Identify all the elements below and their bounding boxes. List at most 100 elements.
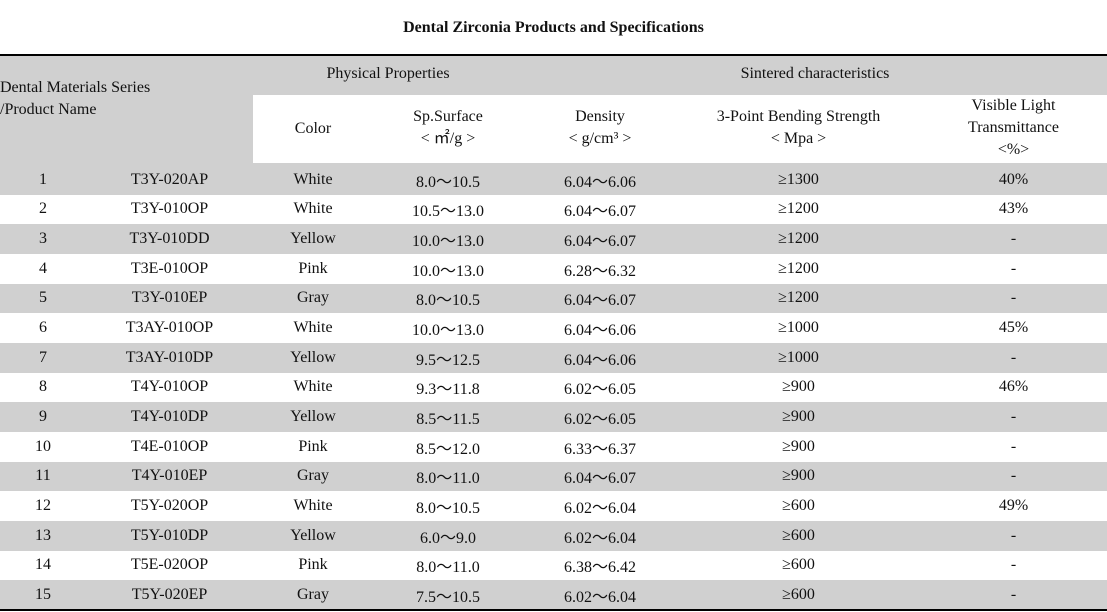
header-vlt: Visible Light Transmittance <%> bbox=[920, 95, 1107, 161]
density-cell: 6.04～6.06 bbox=[523, 342, 677, 373]
row-number-cell: 7 bbox=[0, 342, 86, 373]
product-name-cell: T3AY-010DP bbox=[86, 342, 253, 373]
row-number-cell: 14 bbox=[35, 556, 51, 574]
color-cell: White bbox=[293, 319, 333, 337]
sp-surface-cell: 9.3～11.8 bbox=[416, 381, 480, 399]
transmittance-cell: 46% bbox=[998, 378, 1029, 396]
product-name-cell: T4Y-010OP bbox=[130, 378, 209, 396]
transmittance-cell: - bbox=[920, 520, 1107, 551]
vlt-line1: Visible Light bbox=[971, 97, 1056, 114]
bending-strength-cell: ≥900 bbox=[677, 402, 920, 432]
top-rule bbox=[0, 54, 1107, 56]
density-cell: 6.04～6.07 bbox=[523, 283, 677, 314]
row-number-cell: 3 bbox=[0, 224, 86, 254]
density-cell: 6.38～6.42 bbox=[563, 559, 636, 577]
table-row: 8 T4Y-010OP White 9.3～11.8 6.02～6.05 ≥900 46% bbox=[0, 373, 1107, 403]
transmittance-cell: - bbox=[920, 461, 1107, 492]
bending-strength-cell: ≥600 bbox=[782, 497, 815, 515]
spec-table: 1 T3Y-020AP White 8.0～10.5 6.04～6.06 ≥1300 40%… bbox=[0, 165, 1107, 610]
row-number-cell: 8 bbox=[39, 378, 47, 396]
bending-strength-cell: ≥1200 bbox=[677, 283, 920, 314]
density-cell: 6.02～6.04 bbox=[523, 580, 677, 610]
product-name-cell: T3Y-020AP bbox=[86, 165, 253, 195]
sp-surface-cell: 10.0～13.0 bbox=[411, 262, 484, 280]
row-number-cell: 6 bbox=[39, 319, 47, 337]
color-cell: Yellow bbox=[253, 402, 373, 432]
product-name-cell: T3E-010OP bbox=[130, 259, 209, 277]
product-name-cell: T5Y-020EP bbox=[86, 580, 253, 610]
bending-strength-cell: ≥1200 bbox=[778, 259, 819, 277]
product-name-cell: T5Y-010DP bbox=[86, 520, 253, 551]
bending-strength-cell: ≥1200 bbox=[677, 224, 920, 254]
bending-strength-cell: ≥1000 bbox=[778, 319, 819, 337]
density-cell: 6.04～6.07 bbox=[523, 224, 677, 254]
transmittance-cell: 43% bbox=[998, 200, 1029, 218]
color-cell: Pink bbox=[298, 556, 328, 574]
table-row: 6 T3AY-010OP White 10.0～13.0 6.04～6.06 ≥1000 4… bbox=[0, 313, 1107, 343]
table-row: 5 T3Y-010EP Gray 8.0～10.5 6.04～6.07 ≥1200- bbox=[0, 283, 1107, 314]
sp-surface-cell: 10.0～13.0 bbox=[411, 322, 484, 340]
table-row: 3 T3Y-010DD Yellow 10.0～13.0 6.04～6.07 ≥1200- bbox=[0, 224, 1107, 254]
header-sintered: Sintered characteristics bbox=[740, 65, 890, 82]
density-cell: 6.04～6.06 bbox=[563, 322, 636, 340]
transmittance-cell: - bbox=[1010, 259, 1017, 277]
page-title: Dental Zirconia Products and Specificati… bbox=[403, 19, 704, 36]
color-cell: Gray bbox=[253, 283, 373, 314]
row-number-cell: 4 bbox=[39, 259, 47, 277]
density-cell: 6.02～6.04 bbox=[523, 520, 677, 551]
table-row: 7 T3AY-010DP Yellow 9.5～12.5 6.04～6.06 ≥1000- bbox=[0, 342, 1107, 373]
bottom-rule bbox=[0, 609, 1107, 611]
product-name-cell: T3AY-010OP bbox=[125, 319, 214, 337]
bending-unit: < Mpa > bbox=[770, 130, 827, 147]
table-row: 14 T5E-020OP Pink 8.0～11.0 6.38～6.42 ≥600 - bbox=[0, 551, 1107, 581]
header-density: Density < g/cm³ > bbox=[523, 106, 677, 150]
sp-surface-cell: 8.0～11.0 bbox=[373, 461, 523, 492]
color-cell: Gray bbox=[253, 580, 373, 610]
transmittance-cell: 40% bbox=[920, 165, 1107, 195]
sp-surface-cell: 10.5～13.0 bbox=[411, 203, 484, 221]
bending-strength-cell: ≥1000 bbox=[677, 342, 920, 373]
bending-strength-cell: ≥600 bbox=[782, 556, 815, 574]
row-number-cell: 11 bbox=[0, 461, 86, 492]
row-number-cell: 12 bbox=[35, 497, 51, 515]
product-name-cell: T3Y-010DD bbox=[86, 224, 253, 254]
density-label: Density bbox=[575, 108, 625, 125]
color-cell: Pink bbox=[298, 437, 328, 455]
subheader-panel bbox=[253, 95, 1107, 163]
row-number-cell: 10 bbox=[35, 437, 51, 455]
density-cell: 6.28～6.32 bbox=[563, 262, 636, 280]
sp-surface-cell: 9.5～12.5 bbox=[373, 342, 523, 373]
sp-surface-cell: 8.0～11.0 bbox=[416, 559, 480, 577]
density-cell: 6.04～6.07 bbox=[563, 203, 636, 221]
density-cell: 6.04～6.07 bbox=[523, 461, 677, 492]
table-row: 13 T5Y-010DP Yellow 6.0～9.0 6.02～6.04 ≥600- bbox=[0, 520, 1107, 551]
row-number-cell: 15 bbox=[0, 580, 86, 610]
sp-unit: < ㎡/g > bbox=[420, 130, 476, 147]
table-row: 15 T5Y-020EP Gray 7.5～10.5 6.02～6.04 ≥600- bbox=[0, 580, 1107, 610]
bending-strength-cell: ≥600 bbox=[677, 520, 920, 551]
table-row: 11 T4Y-010EP Gray 8.0～11.0 6.04～6.07 ≥900- bbox=[0, 461, 1107, 492]
table-row: 9 T4Y-010DP Yellow 8.5～11.5 6.02～6.05 ≥900- bbox=[0, 402, 1107, 432]
density-cell: 6.04～6.06 bbox=[523, 165, 677, 195]
sp-label: Sp.Surface bbox=[413, 108, 483, 125]
row-number-cell: 9 bbox=[0, 402, 86, 432]
bending-strength-cell: ≥1200 bbox=[778, 200, 819, 218]
row-number-cell: 13 bbox=[0, 520, 86, 551]
color-cell: White bbox=[253, 165, 373, 195]
density-unit: < g/cm³ > bbox=[568, 130, 632, 147]
header-sp-surface: Sp.Surface < ㎡/g > bbox=[373, 106, 523, 150]
sp-surface-cell: 7.5～10.5 bbox=[373, 580, 523, 610]
table-row: 12 T5Y-020OP White 8.0～10.5 6.02～6.04 ≥600 49% bbox=[0, 491, 1107, 521]
transmittance-cell: - bbox=[1010, 556, 1017, 574]
product-name-cell: T3Y-010OP bbox=[130, 200, 209, 218]
header-color: Color bbox=[294, 120, 332, 137]
bending-strength-cell: ≥900 bbox=[677, 461, 920, 492]
row-number-cell: 2 bbox=[39, 200, 47, 218]
vlt-line3: <%> bbox=[997, 141, 1030, 158]
transmittance-cell: - bbox=[920, 283, 1107, 314]
color-cell: White bbox=[293, 378, 333, 396]
density-cell: 6.02～6.05 bbox=[523, 402, 677, 432]
sp-surface-cell: 10.0～13.0 bbox=[373, 224, 523, 254]
transmittance-cell: - bbox=[1010, 437, 1017, 455]
sp-surface-cell: 8.0～10.5 bbox=[415, 500, 480, 518]
